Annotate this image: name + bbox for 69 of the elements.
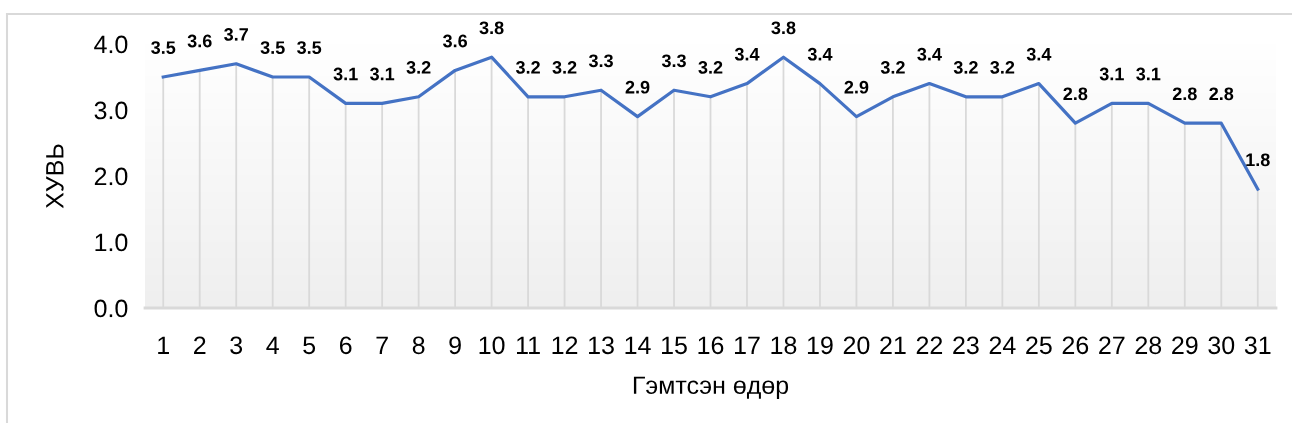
data-label: 3.2 xyxy=(698,61,723,74)
x-tick-label: 30 xyxy=(1208,336,1235,355)
data-label: 3.8 xyxy=(771,21,796,35)
x-tick-label: 1 xyxy=(158,336,169,354)
x-tick-label: 7 xyxy=(376,336,388,354)
x-tick-label: 20 xyxy=(843,336,870,355)
data-label: 3.6 xyxy=(187,34,212,48)
data-label: 3.1 xyxy=(1136,67,1161,81)
x-axis-title: Гэмтсэн өдөр xyxy=(633,376,789,400)
y-tick-label: 0.0 xyxy=(94,299,128,318)
x-tick-label: 17 xyxy=(734,336,760,354)
data-label: 3.5 xyxy=(297,41,322,55)
x-tick-label: 21 xyxy=(880,336,906,354)
data-label: 2.8 xyxy=(1172,87,1197,101)
x-tick-label: 2 xyxy=(194,336,206,354)
x-tick-label: 13 xyxy=(589,336,614,355)
data-label: 3.1 xyxy=(333,67,358,81)
data-label: 3.2 xyxy=(953,61,978,74)
x-tick-label: 4 xyxy=(266,336,279,354)
data-label: 3.1 xyxy=(370,67,395,81)
x-tick-label: 15 xyxy=(662,336,687,355)
x-tick-label: 27 xyxy=(1099,336,1125,354)
data-label: 3.3 xyxy=(661,54,686,68)
data-label: 2.8 xyxy=(1209,87,1234,101)
x-tick-label: 12 xyxy=(552,336,578,354)
x-tick-label: 9 xyxy=(449,336,461,355)
data-label: 3.4 xyxy=(1026,47,1052,61)
y-tick-label: 2.0 xyxy=(94,167,128,186)
data-label: 3.4 xyxy=(734,47,760,61)
data-label: 2.9 xyxy=(844,80,869,94)
x-tick-label: 3 xyxy=(230,336,243,355)
x-tick-label: 28 xyxy=(1135,336,1162,355)
x-tick-label: 18 xyxy=(771,336,797,355)
data-label: 3.7 xyxy=(224,28,248,41)
y-tick-label: 4.0 xyxy=(94,35,128,54)
data-label: 3.2 xyxy=(406,61,431,74)
data-label: 3.2 xyxy=(990,61,1015,74)
data-label: 2.9 xyxy=(625,80,650,94)
data-label: 3.3 xyxy=(588,54,613,68)
y-axis-title: ХУВЬ xyxy=(46,144,64,209)
x-tick-label: 16 xyxy=(698,336,724,355)
data-label: 3.2 xyxy=(552,61,577,74)
x-tick-label: 14 xyxy=(625,336,651,354)
x-tick-label: 22 xyxy=(916,336,943,354)
data-label: 3.2 xyxy=(515,61,540,74)
x-tick-label: 8 xyxy=(412,336,425,355)
y-tick-label: 3.0 xyxy=(94,101,128,120)
x-tick-label: 10 xyxy=(479,336,505,355)
x-tick-label: 23 xyxy=(953,336,979,355)
x-tick-label: 19 xyxy=(807,336,833,355)
x-tick-label: 24 xyxy=(989,336,1016,354)
x-tick-label: 11 xyxy=(517,336,540,354)
data-label: 2.8 xyxy=(1063,87,1088,101)
data-label: 3.4 xyxy=(807,47,833,61)
data-label: 3.5 xyxy=(151,41,176,55)
x-tick-label: 26 xyxy=(1062,336,1089,355)
x-tick-label: 29 xyxy=(1172,336,1198,355)
data-label: 3.8 xyxy=(479,21,504,35)
data-label: 1.8 xyxy=(1246,153,1270,167)
data-label: 3.2 xyxy=(880,61,905,74)
data-label: 3.5 xyxy=(260,41,285,55)
x-tick-label: 5 xyxy=(303,336,316,355)
x-tick-label: 25 xyxy=(1026,336,1052,355)
data-label: 3.4 xyxy=(917,47,942,61)
x-tick-label: 31 xyxy=(1244,336,1271,355)
data-label: 3.6 xyxy=(442,34,468,48)
y-tick-label: 1.0 xyxy=(95,233,128,252)
data-label: 3.1 xyxy=(1099,67,1124,81)
x-tick-label: 6 xyxy=(339,336,352,355)
